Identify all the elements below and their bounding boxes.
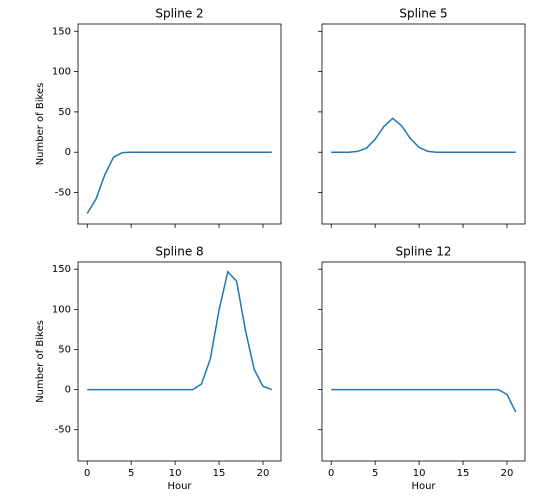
subplot-title: Spline 12: [396, 245, 452, 259]
x-tick-label: 10: [413, 468, 426, 479]
y-tick-label: 150: [52, 264, 71, 275]
x-tick-label: 20: [501, 468, 514, 479]
line: [86, 151, 272, 214]
line: [331, 117, 516, 153]
y-tick-label: 50: [58, 344, 71, 355]
x-tick-label: 0: [328, 468, 334, 479]
y-tick-label: 0: [65, 385, 71, 396]
axes-frame: [321, 261, 526, 462]
x-tick-label: 20: [257, 468, 270, 479]
subplot-title: Spline 5: [399, 7, 447, 21]
x-tick-label: 10: [169, 468, 182, 479]
subplot-title: Spline 2: [155, 7, 203, 21]
subplot-title: Spline 8: [155, 245, 203, 259]
x-axis-label: Hour: [411, 481, 436, 492]
x-tick-label: 5: [128, 468, 134, 479]
line: [87, 270, 273, 391]
x-tick-label: 15: [213, 468, 226, 479]
y-tick-label: -50: [55, 188, 71, 199]
x-axis-label: Hour: [167, 481, 192, 492]
y-tick-label: 100: [52, 304, 71, 315]
y-tick-label: 150: [52, 26, 71, 37]
axes-frame: [77, 261, 282, 462]
y-axis-label: Number of Bikes: [35, 83, 46, 166]
y-tick-label: 50: [58, 107, 71, 118]
line: [331, 388, 517, 413]
x-tick-label: 0: [84, 468, 90, 479]
y-tick-label: 100: [52, 67, 71, 78]
axes-frame: [321, 23, 526, 225]
y-tick-label: -50: [55, 425, 71, 436]
axes-frame: [77, 23, 282, 225]
x-tick-label: 5: [372, 468, 378, 479]
y-axis-label: Number of Bikes: [35, 320, 46, 403]
x-tick-label: 15: [457, 468, 470, 479]
y-tick-label: 0: [65, 147, 71, 158]
